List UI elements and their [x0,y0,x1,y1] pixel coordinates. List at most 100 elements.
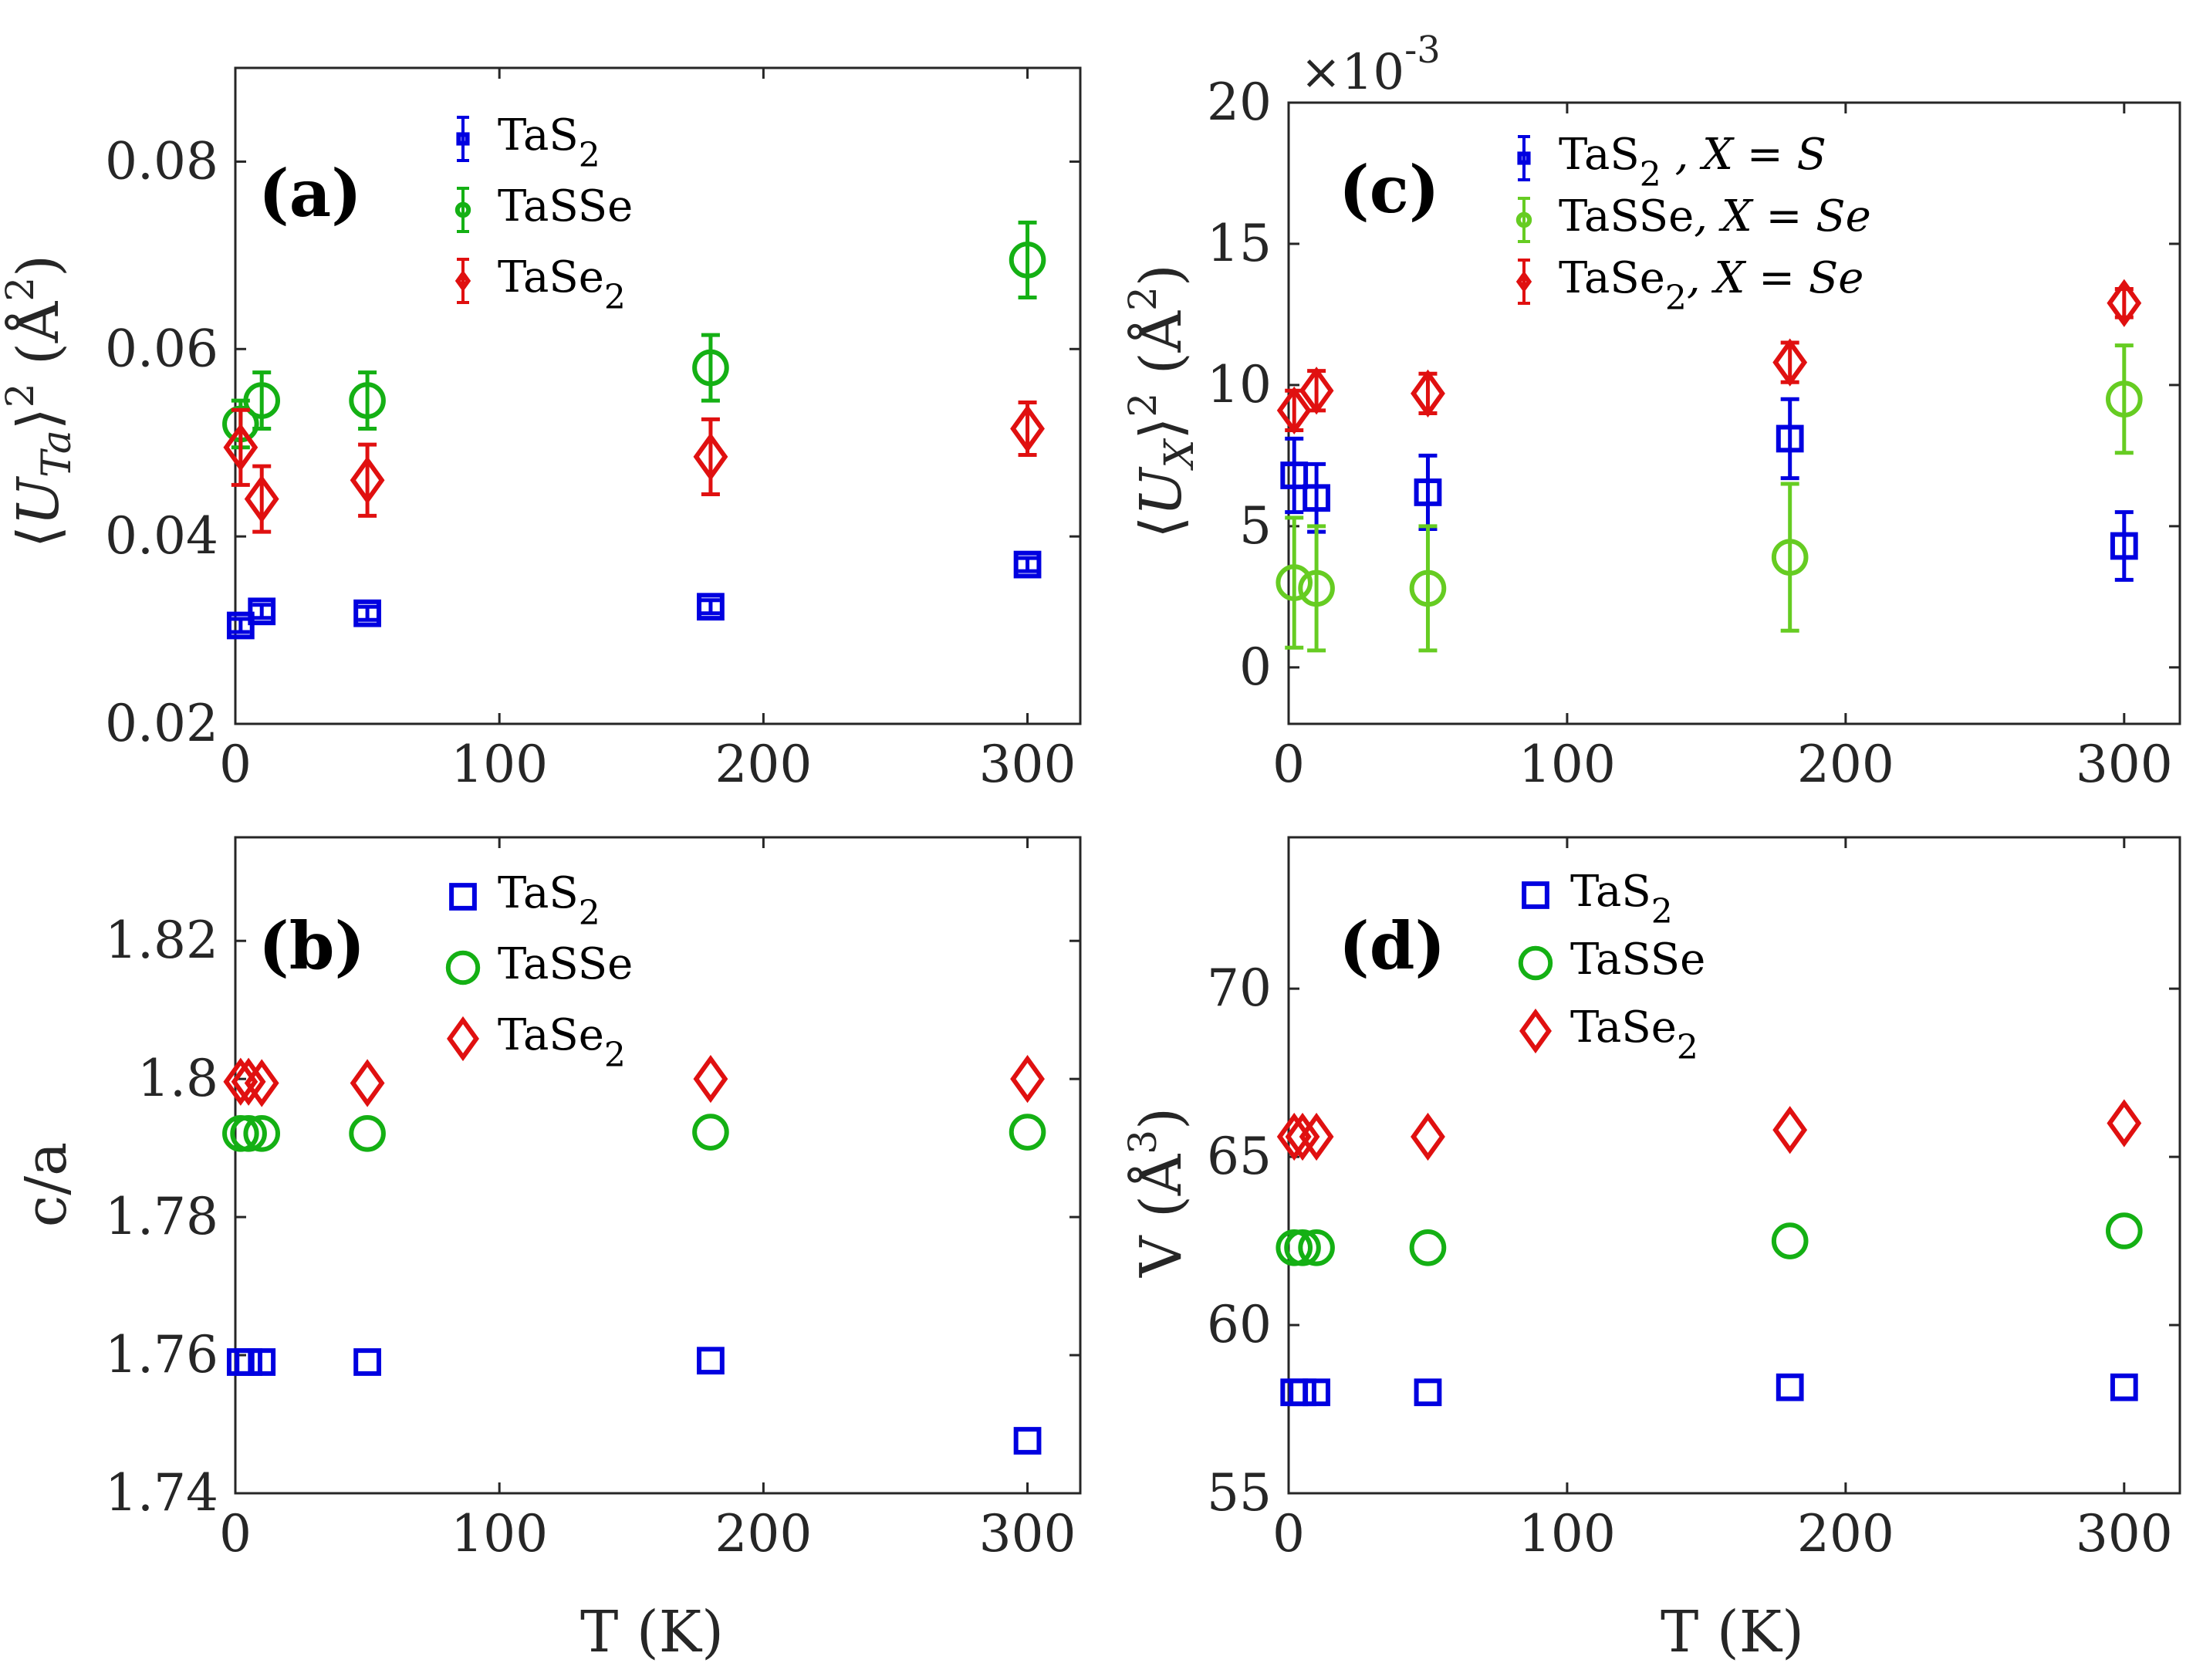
legend-label: TaS2 [1570,867,1673,931]
data-point [353,599,381,627]
x-tick-label: 0 [219,735,252,794]
y-tick-label: 1.82 [105,911,218,970]
series-a-TaS2 [226,550,1042,640]
x-tick-label: 200 [1797,735,1894,794]
data-point [223,1057,258,1106]
legend-label: TaSe2 [498,1010,626,1075]
legend-subscript: 2 [1640,155,1661,194]
x-tick-label: 200 [1797,1504,1894,1563]
data-point [248,597,276,626]
legend-subscript: 2 [579,894,600,933]
data-point [1276,564,1313,601]
series-b-TaS2 [226,1347,1042,1455]
panel-label-d: (d) [1339,908,1445,984]
y-tick-label: 5 [1239,496,1272,556]
legend-name: TaSe [498,1010,604,1060]
legend-marker [456,132,470,146]
data-point [1776,424,1804,453]
data-point [692,349,729,387]
data-point [223,423,258,472]
data-point [1285,1112,1320,1161]
legend-suffix: , X = S [1661,130,1826,180]
axis-multiplier-base: ×10 [1300,44,1404,101]
legend-name: TaSe [498,252,604,303]
data-point [349,382,386,419]
panel-b: (b) c/a T (K) [13,908,724,1665]
x-tick-label: 200 [715,1504,812,1563]
data-point [1771,539,1809,576]
data-point [2107,279,2142,327]
legend-name: TaSSe [498,181,633,232]
data-point [243,1115,281,1152]
axis-multiplier-c: ×10-3 [1300,29,1441,101]
legend-marker [1519,1008,1552,1054]
x-tick-label: 300 [2076,735,2173,794]
legend-subscript: 2 [604,1036,626,1075]
data-point [1303,1378,1330,1407]
legend-label: TaSSe, X = Se [1559,191,1871,242]
y-tick-label: 1.78 [105,1187,218,1246]
data-point [1298,1229,1335,1266]
panel-label-a: (a) [258,155,362,232]
data-point [1411,369,1445,418]
data-point [350,456,385,505]
y-tick-label: 15 [1207,214,1272,273]
y-tick-label: 10 [1207,355,1272,414]
y-tick-label: 0.08 [105,131,218,191]
series-b-TaSSe [222,1114,1046,1152]
data-point [692,1114,729,1151]
data-point [1276,1112,1312,1161]
series-d-TaS2 [1280,1373,2138,1407]
data-point [1772,1106,1808,1154]
x-tick-label: 200 [715,735,812,794]
data-point [244,475,279,523]
legend-marker [449,883,477,911]
data-point [1299,1112,1334,1161]
plot-frame-b [234,836,1082,1495]
chart-b: 0 100 200 3001.741.761.781.81.82TaS2TaSSeTa… [105,836,1082,1563]
data-point [697,1347,725,1375]
data-point [1010,404,1045,453]
data-point [1010,1055,1045,1104]
data-point [244,1059,279,1107]
data-point [1276,386,1312,434]
legend-label: TaS2 , X = S [1559,130,1826,194]
legend-label: TaSe2, X = Se [1559,253,1863,318]
legend-label: TaS2 [498,110,600,175]
y-tick-label: 1.74 [105,1463,218,1523]
plot-frame-d [1287,836,2181,1495]
legend-name: TaSe [1559,253,1665,303]
y-tick-label: 65 [1207,1127,1272,1186]
legend-name: TaSSe [1559,191,1694,242]
y-axis-label-c: ⟨UX⟩2 (Å2) [1120,264,1203,539]
y-tick-label: 1.8 [137,1049,218,1108]
y-tick-label: 1.76 [105,1325,218,1384]
legend-subscript: 2 [1677,1028,1698,1067]
legend-marker [447,1016,479,1062]
series-c-TaSe2 [1276,279,2142,434]
legend-name: TaSe [1570,1002,1677,1053]
data-point [693,1055,728,1104]
legend-label: TaS2 [498,868,600,933]
legend-subscript: 2 [579,136,600,175]
data-point [2106,380,2143,418]
x-tick-label: 300 [979,1504,1076,1563]
data-point [226,611,255,640]
legend-marker [1522,881,1549,909]
data-point [1284,1229,1321,1266]
series-c-TaSSe_c [1276,343,2143,653]
series-d-TaSSe [1276,1212,2143,1266]
legend-label: TaSSe [1570,935,1705,985]
data-point [1280,1378,1309,1407]
data-point [1013,1427,1042,1455]
legend-name: TaS [1559,130,1640,180]
x-tick-label: 100 [1519,1504,1616,1563]
y-axis-label-d: V (Å3) [1120,1107,1194,1278]
data-point [2107,1099,2142,1148]
x-tick-label: 0 [219,1504,252,1563]
data-point [243,382,281,419]
x-axis-label-b: T (K) [580,1599,724,1665]
